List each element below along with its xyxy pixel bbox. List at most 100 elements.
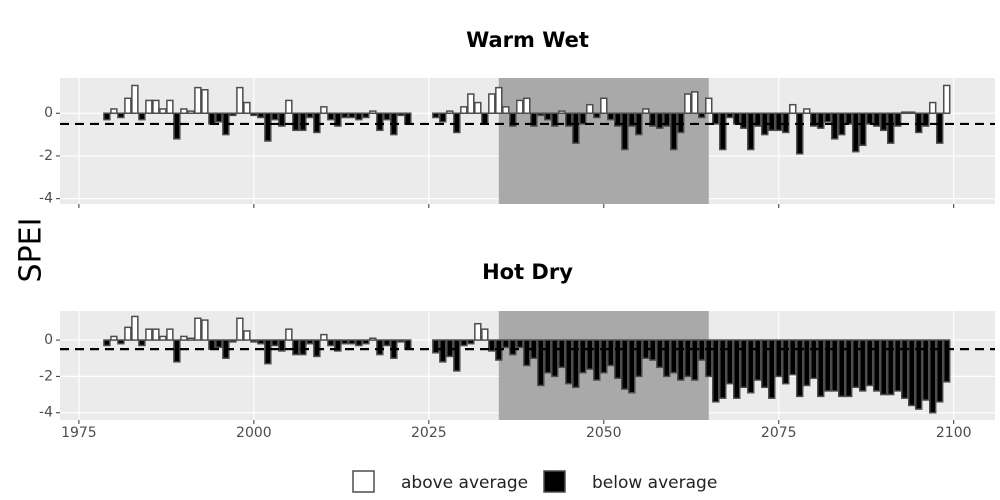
- panel-title: Warm Wet: [466, 28, 589, 52]
- bar: [810, 112, 818, 127]
- bar: [900, 339, 909, 399]
- bar: [348, 339, 356, 345]
- bar: [152, 328, 160, 341]
- bar: [285, 328, 293, 341]
- bar: [341, 112, 349, 119]
- bar: [572, 339, 580, 389]
- bar: [264, 112, 272, 142]
- bar: [327, 112, 335, 121]
- bar: [726, 339, 734, 385]
- bar: [782, 339, 790, 385]
- bar: [194, 317, 202, 341]
- bar: [383, 339, 391, 347]
- bar: [698, 339, 706, 361]
- bar: [879, 112, 888, 132]
- bar: [348, 112, 356, 119]
- bar: [886, 112, 895, 144]
- bar: [789, 103, 797, 114]
- bar: [362, 112, 370, 119]
- bar: [208, 112, 216, 125]
- bar: [250, 112, 258, 117]
- bar: [180, 335, 188, 341]
- x-tick-label: 1975: [61, 425, 97, 441]
- bar: [761, 339, 769, 389]
- bar: [460, 106, 468, 114]
- bar: [789, 339, 797, 376]
- bar: [292, 339, 300, 356]
- bar: [103, 112, 111, 121]
- bar: [488, 93, 496, 114]
- bar: [236, 86, 244, 114]
- bar: [719, 339, 727, 399]
- bar: [859, 112, 867, 147]
- bar: [859, 339, 867, 392]
- bar: [712, 339, 720, 403]
- bar: [292, 112, 300, 132]
- bar: [754, 112, 762, 127]
- bar: [369, 337, 377, 341]
- bar: [460, 339, 468, 347]
- bar: [110, 108, 118, 114]
- bar: [166, 99, 174, 114]
- bar: [642, 108, 650, 114]
- bar: [467, 93, 475, 114]
- bar: [369, 110, 377, 114]
- bar: [362, 339, 370, 345]
- y-tick-label: -4: [39, 191, 53, 207]
- bar: [397, 112, 405, 117]
- legend-key: [543, 470, 566, 493]
- bar: [740, 112, 748, 129]
- bar: [663, 339, 671, 378]
- bar: [551, 112, 559, 127]
- bar: [747, 112, 755, 151]
- y-tick-label: 0: [44, 105, 53, 121]
- bar: [817, 339, 825, 398]
- bar: [873, 112, 881, 127]
- bar: [404, 112, 412, 125]
- bar: [257, 339, 265, 345]
- bar: [159, 335, 167, 341]
- bar: [523, 339, 531, 367]
- bar: [935, 112, 944, 144]
- bar: [495, 86, 503, 114]
- bar: [103, 339, 111, 347]
- bar: [733, 112, 741, 125]
- bar: [921, 112, 930, 127]
- bar: [586, 103, 594, 114]
- bar: [768, 339, 776, 399]
- bar: [215, 339, 223, 349]
- bar: [712, 112, 720, 125]
- bar: [831, 112, 839, 140]
- bar: [544, 339, 552, 374]
- bar: [886, 339, 895, 396]
- bar: [796, 339, 804, 398]
- bar: [243, 101, 251, 114]
- bar: [907, 339, 916, 407]
- bar: [201, 88, 209, 114]
- bar: [572, 112, 580, 144]
- bar: [733, 339, 741, 399]
- bar: [586, 339, 594, 370]
- bar: [516, 339, 524, 349]
- bar: [285, 99, 293, 114]
- bar: [942, 84, 951, 114]
- bar: [306, 112, 314, 119]
- bar: [684, 339, 692, 378]
- bar: [600, 339, 608, 374]
- bar: [502, 339, 510, 349]
- bar: [593, 339, 601, 381]
- bar: [110, 335, 118, 341]
- x-tick-label: 2075: [761, 425, 797, 441]
- bar: [117, 112, 125, 119]
- bar: [893, 112, 902, 127]
- bar: [376, 339, 384, 356]
- bar: [893, 339, 902, 392]
- bar: [691, 91, 699, 114]
- bar: [684, 93, 692, 114]
- bar: [341, 339, 349, 345]
- bar: [376, 112, 384, 132]
- bar: [900, 111, 909, 114]
- bar: [579, 339, 587, 374]
- bar: [677, 339, 685, 381]
- bar: [551, 339, 559, 378]
